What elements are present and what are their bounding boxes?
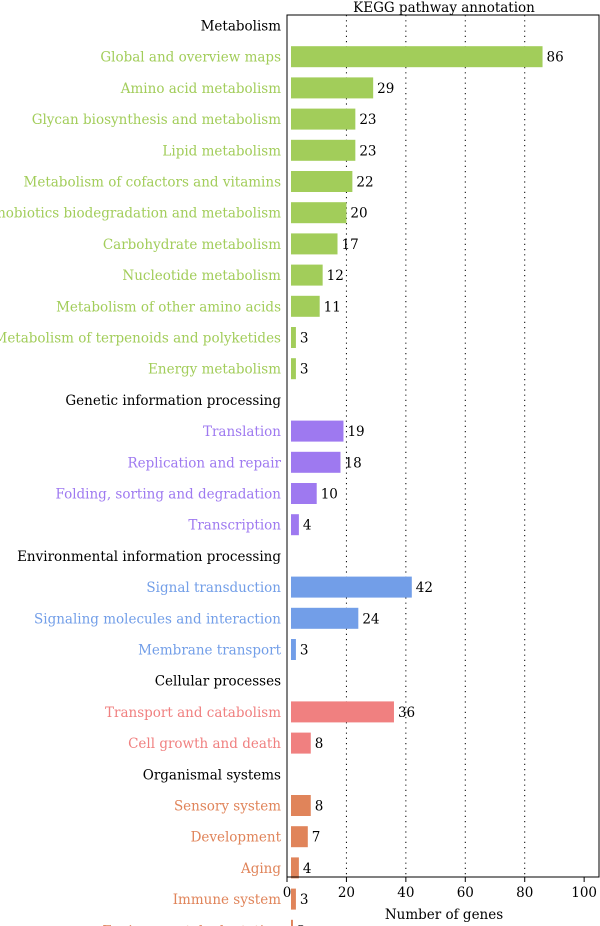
value-label: 11 — [324, 299, 341, 315]
group-header: Environmental information processing — [17, 549, 281, 565]
category-label: Replication and repair — [128, 455, 282, 471]
category-label: Energy metabolism — [148, 362, 281, 378]
x-axis-label: Number of genes — [385, 907, 503, 923]
category-label: Development — [191, 830, 282, 846]
category-label: Transcription — [188, 518, 281, 534]
value-label: 4 — [303, 518, 312, 534]
category-label: Signal transduction — [146, 580, 281, 596]
bar — [291, 108, 356, 130]
category-label: Nucleotide metabolism — [122, 268, 281, 284]
value-label: 2 — [297, 923, 306, 926]
value-label: 8 — [315, 799, 324, 815]
value-label: 19 — [347, 424, 364, 440]
x-tick-label: 0 — [283, 885, 292, 901]
bar — [291, 888, 296, 910]
value-label: 17 — [342, 237, 359, 253]
value-label: 86 — [547, 50, 564, 66]
bars — [291, 46, 543, 926]
category-labels: Metabolism Global and overview maps Amino … — [0, 19, 282, 926]
category-label: Global and overview maps — [100, 50, 281, 66]
gridlines — [345, 15, 526, 877]
bar — [291, 171, 353, 192]
category-label: Sensory system — [174, 799, 281, 815]
category-label: Metabolism of cofactors and vitamins — [24, 175, 282, 191]
value-label: 22 — [356, 175, 373, 191]
bar — [291, 857, 299, 879]
bar — [291, 327, 296, 348]
x-tick-label: 40 — [397, 885, 414, 901]
bar — [291, 607, 359, 629]
value-label: 10 — [321, 487, 338, 503]
value-label: 8 — [315, 736, 324, 752]
value-label: 36 — [398, 705, 415, 721]
value-label: 3 — [300, 331, 309, 347]
bar — [291, 732, 311, 754]
category-label: Glycan biosynthesis and metabolism — [32, 112, 282, 128]
bar — [291, 139, 356, 161]
value-label: 3 — [300, 892, 309, 908]
value-label: 23 — [359, 143, 376, 159]
bar — [291, 639, 296, 660]
value-labels: 8629232322201712113319181044224336887432 — [297, 50, 564, 926]
chart-title: KEGG pathway annotation — [353, 0, 535, 16]
bar — [291, 576, 412, 598]
category-label: Carbohydrate metabolism — [103, 237, 281, 253]
category-label: Immune system — [173, 892, 282, 908]
x-axis-ticks: 0 20 40 60 80 100 — [283, 877, 597, 901]
bar — [291, 451, 341, 473]
x-tick-label: 80 — [516, 885, 533, 901]
value-label: 7 — [312, 830, 321, 846]
bar — [291, 233, 338, 255]
category-label: Signaling molecules and interaction — [34, 611, 281, 627]
value-label: 42 — [416, 580, 433, 596]
category-label: Membrane transport — [138, 643, 282, 659]
group-header: Organismal systems — [143, 767, 281, 783]
value-label: 12 — [327, 268, 344, 284]
category-label: Lipid metabolism — [162, 143, 281, 159]
category-label: Metabolism of terpenoids and polyketides — [0, 331, 281, 347]
value-label: 3 — [300, 362, 309, 378]
bar — [291, 295, 320, 317]
value-label: 24 — [362, 611, 379, 627]
category-label: Cell growth and death — [128, 736, 281, 752]
group-header: Genetic information processing — [65, 393, 281, 409]
category-label: Folding, sorting and degradation — [55, 487, 281, 503]
bar — [291, 202, 347, 224]
category-label: Translation — [203, 424, 281, 440]
category-label: Environmental adaptation — [102, 923, 281, 926]
category-label: Aging — [240, 861, 281, 877]
plot-frame — [286, 14, 600, 878]
bar — [291, 483, 317, 504]
category-label: Amino acid metabolism — [120, 81, 281, 97]
value-label: 20 — [350, 206, 367, 222]
value-label: 3 — [300, 643, 309, 659]
bar — [291, 826, 308, 848]
x-tick-label: 60 — [457, 885, 474, 901]
value-label: 18 — [344, 455, 361, 471]
bar — [291, 514, 299, 536]
bar — [291, 264, 323, 286]
bar — [291, 420, 344, 442]
bar — [291, 77, 374, 99]
value-label: 29 — [377, 81, 394, 97]
x-tick-label: 100 — [571, 885, 597, 901]
group-header: Cellular processes — [155, 674, 281, 690]
group-header: Metabolism — [201, 19, 282, 35]
bar — [291, 701, 394, 723]
value-label: 23 — [359, 112, 376, 128]
x-tick-label: 20 — [338, 885, 355, 901]
category-label: Transport and catabolism — [105, 705, 281, 721]
bar — [291, 46, 543, 68]
value-label: 4 — [303, 861, 312, 877]
category-label: Xenobiotics biodegradation and metabolis… — [0, 206, 281, 222]
bar — [291, 358, 296, 380]
category-label: Metabolism of other amino acids — [56, 299, 281, 315]
bar — [291, 795, 311, 816]
bar — [291, 919, 293, 926]
